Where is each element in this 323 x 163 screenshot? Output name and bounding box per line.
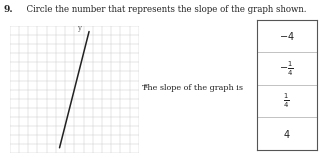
Text: $-\frac{1}{4}$: $-\frac{1}{4}$ [279,59,294,78]
Text: $\frac{1}{4}$: $\frac{1}{4}$ [284,92,290,110]
Text: y: y [77,24,81,32]
Text: 9.: 9. [4,5,14,14]
Text: The slope of the graph is: The slope of the graph is [142,84,243,92]
Text: Circle the number that represents the slope of the graph shown.: Circle the number that represents the sl… [21,5,307,14]
Text: $4$: $4$ [283,128,290,140]
Text: $-4$: $-4$ [279,30,295,42]
Text: x: x [143,82,148,90]
